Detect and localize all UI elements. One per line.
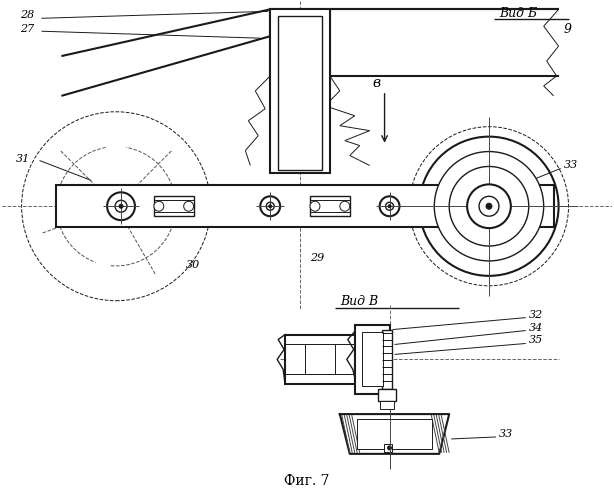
Circle shape — [486, 204, 492, 209]
Bar — [384, 444, 392, 452]
Circle shape — [388, 205, 391, 208]
Bar — [56, 186, 554, 227]
Text: 29: 29 — [310, 253, 324, 263]
Bar — [270, 10, 330, 173]
Text: 35: 35 — [529, 336, 543, 345]
Text: 31: 31 — [15, 154, 30, 164]
Text: 33: 33 — [499, 429, 513, 439]
Text: в: в — [373, 76, 381, 90]
Circle shape — [310, 202, 320, 211]
Bar — [378, 389, 395, 401]
Bar — [362, 332, 383, 386]
Circle shape — [479, 196, 499, 216]
Circle shape — [119, 204, 123, 208]
Circle shape — [449, 166, 529, 246]
Bar — [310, 196, 350, 216]
Bar — [357, 419, 432, 449]
Circle shape — [184, 202, 193, 211]
Text: Вид Б: Вид Б — [499, 7, 537, 20]
Circle shape — [387, 446, 392, 450]
Circle shape — [379, 196, 400, 216]
Text: 34: 34 — [529, 322, 543, 332]
Circle shape — [419, 136, 559, 276]
Bar — [355, 324, 389, 394]
Circle shape — [266, 202, 274, 210]
Bar — [379, 401, 394, 409]
Circle shape — [340, 202, 350, 211]
Circle shape — [386, 202, 394, 210]
Text: Вид В: Вид В — [340, 295, 378, 308]
Circle shape — [21, 112, 211, 300]
Text: 28: 28 — [20, 10, 34, 20]
Text: 27: 27 — [20, 24, 34, 34]
Polygon shape — [340, 414, 449, 454]
Bar — [381, 330, 392, 389]
Circle shape — [467, 184, 511, 228]
Circle shape — [434, 152, 543, 261]
Bar — [278, 16, 322, 171]
Circle shape — [107, 192, 135, 220]
Circle shape — [154, 202, 164, 211]
Text: 9: 9 — [564, 22, 572, 36]
Bar — [154, 196, 193, 216]
Circle shape — [115, 200, 127, 212]
Text: 30: 30 — [185, 260, 200, 270]
Circle shape — [260, 196, 280, 216]
Circle shape — [269, 205, 272, 208]
Text: 33: 33 — [564, 160, 578, 170]
Circle shape — [410, 126, 569, 286]
Text: Фиг. 7: Фиг. 7 — [284, 474, 330, 488]
Bar — [305, 344, 335, 374]
Text: 32: 32 — [529, 310, 543, 320]
Bar — [285, 334, 355, 384]
